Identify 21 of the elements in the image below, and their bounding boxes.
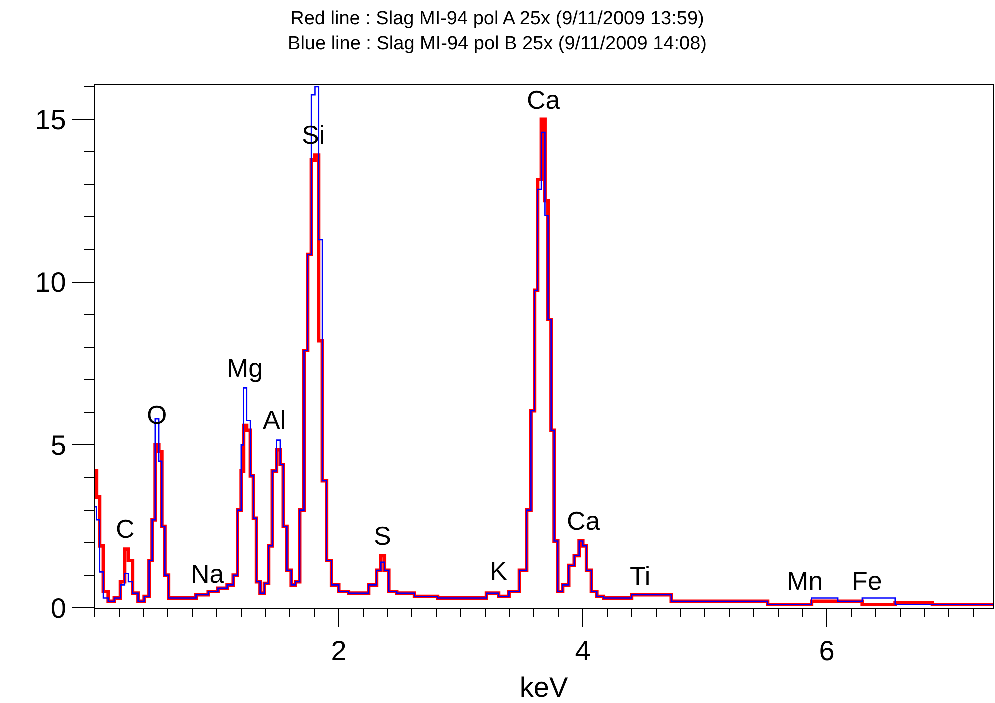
annotation: Mg	[227, 353, 264, 383]
annotation: Ti	[630, 561, 651, 591]
annotation: K	[490, 556, 508, 586]
annotation: Fe	[852, 566, 882, 596]
annotation: O	[147, 400, 168, 430]
annotation: S	[374, 521, 392, 551]
annotation: Na	[191, 559, 225, 589]
annotation: Ca	[567, 506, 601, 536]
x-tick-label: 4	[575, 636, 591, 667]
y-tick-label: 15	[35, 104, 66, 136]
x-tick-label: 2	[331, 636, 347, 667]
annotation: C	[116, 514, 135, 544]
x-axis-title: keV	[520, 672, 568, 703]
y-tick-label: 5	[50, 430, 66, 461]
chart-title: Red line : Slag MI-94 pol A 25x (9/11/2009 13:59) Blue line : Slag MI-94 pol B 25x (9/11/2009 14:08)	[288, 8, 707, 54]
annotation: Mn	[787, 566, 824, 596]
annotation: Al	[263, 405, 286, 435]
x-tick-label: 6	[819, 636, 835, 667]
annotation: Ca	[527, 85, 561, 115]
y-tick-label: 10	[35, 267, 66, 298]
y-tick-label: 0	[50, 592, 66, 624]
